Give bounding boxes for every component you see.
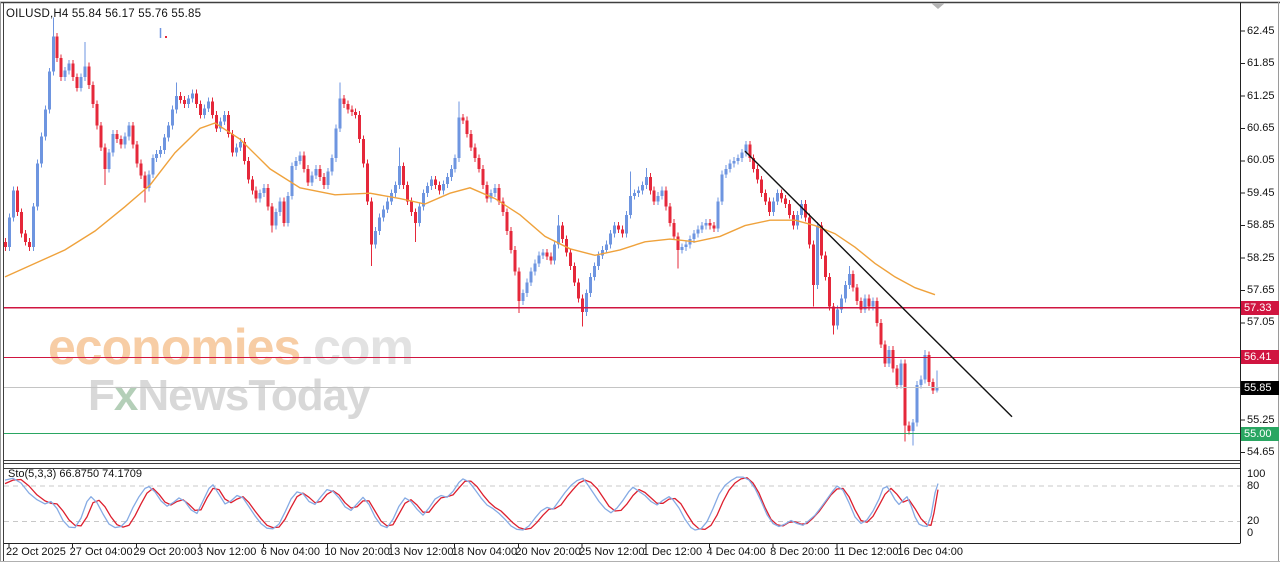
moving-average-line	[4, 122, 936, 296]
scroll-end-triangle-icon	[931, 3, 945, 9]
watermark-tagline: FxNewsToday	[48, 374, 413, 418]
watermark-brand-text: economies	[48, 319, 301, 375]
watermark-tagline-x: x	[113, 371, 139, 420]
watermark-tagline-rest: NewsToday	[137, 371, 370, 420]
watermark-brand: economies.com	[48, 319, 414, 375]
chart-artifact-dot	[165, 36, 167, 38]
stoch-main-line	[4, 476, 939, 531]
watermark-tagline-f: F	[88, 371, 115, 420]
descending-trendline	[744, 150, 1013, 418]
candlestick-series	[4, 17, 939, 446]
watermark: economies.com FxNewsToday	[48, 319, 414, 418]
watermark-brand-suffix: .com	[300, 319, 414, 375]
